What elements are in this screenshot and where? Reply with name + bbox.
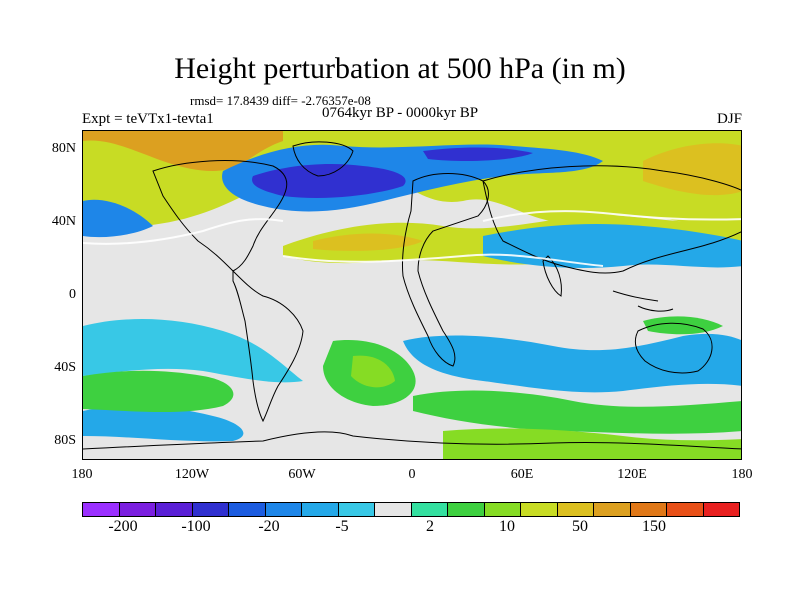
lon-label-60e: 60E [510, 467, 534, 482]
colorbar-label-2: 2 [426, 518, 434, 535]
lat-label-80s: 80S [54, 433, 76, 448]
coastlines [83, 141, 741, 450]
lon-label-120w: 120W [174, 467, 210, 482]
strong-negative-anomaly-europe [423, 147, 533, 161]
colorbar-swatch [83, 503, 120, 516]
lon-label-60w: 60W [288, 467, 316, 482]
colorbar-swatch [630, 503, 667, 516]
strong-positive-south-atlantic [351, 355, 395, 388]
colorbar-swatch [119, 503, 156, 516]
lat-label-40n: 40N [51, 214, 76, 229]
map-title: Height perturbation at 500 hPa (in m) [174, 52, 626, 85]
experiment-label: Expt = teVTx1-tevta1 [82, 111, 214, 127]
map-field [83, 131, 741, 459]
lon-label-0: 0 [408, 467, 416, 482]
lat-label-40s: 40S [54, 360, 76, 375]
strong-negative-anomaly [252, 164, 406, 198]
negative-anomaly-pacific [83, 199, 153, 238]
positive-anomaly-antarctic [443, 428, 741, 459]
colorbar-swatch [484, 503, 521, 516]
colorbar-swatch [192, 503, 229, 516]
lon-label-120e: 120E [617, 467, 647, 482]
colorbar-swatch [338, 503, 375, 516]
colorbar-swatch [667, 503, 704, 516]
period-label: 0764kyr BP - 0000kyr BP [322, 105, 479, 121]
season-label: DJF [716, 111, 742, 127]
colorbar-label-10: 10 [499, 518, 515, 535]
colorbar-label-neg5: -5 [335, 518, 349, 535]
colorbar-swatch [521, 503, 558, 516]
colorbar-label-50: 50 [572, 518, 588, 535]
negative-anomaly-southern-ocean [83, 405, 244, 442]
colorbar-label-neg20: -20 [258, 518, 280, 535]
lon-label-180-west: 180 [71, 467, 93, 482]
lat-label-80n: 80N [51, 141, 76, 156]
positive-anomaly-australia [643, 316, 723, 335]
height-perturbation-map [82, 130, 742, 460]
positive-anomaly-ne [643, 143, 741, 196]
colorbar [82, 502, 740, 517]
colorbar-label-neg200: -200 [108, 518, 138, 535]
colorbar-swatch [594, 503, 631, 516]
lat-label-0: 0 [69, 287, 76, 302]
colorbar-label-150: 150 [642, 518, 666, 535]
colorbar-swatch [703, 503, 739, 516]
zero-contours [83, 210, 741, 267]
rmsd-diff-stats: rmsd= 17.8439 diff= -2.76357e-08 [190, 93, 371, 108]
colorbar-swatch [448, 503, 485, 516]
colorbar-swatch [302, 503, 339, 516]
negative-anomaly-south-indian [403, 333, 741, 393]
lon-label-180-east: 180 [731, 467, 753, 482]
negative-anomaly-south-pacific [83, 319, 303, 383]
colorbar-label-neg100: -100 [181, 518, 211, 535]
colorbar-swatch [229, 503, 266, 516]
colorbar-swatch [411, 503, 448, 516]
positive-anomaly-atlantic [313, 233, 423, 251]
colorbar-swatch [265, 503, 302, 516]
colorbar-swatch [375, 503, 412, 516]
positive-anomaly-south-west [83, 370, 234, 413]
colorbar-swatch [557, 503, 594, 516]
colorbar-swatch [156, 503, 193, 516]
positive-anomaly-southern-band [413, 390, 741, 434]
